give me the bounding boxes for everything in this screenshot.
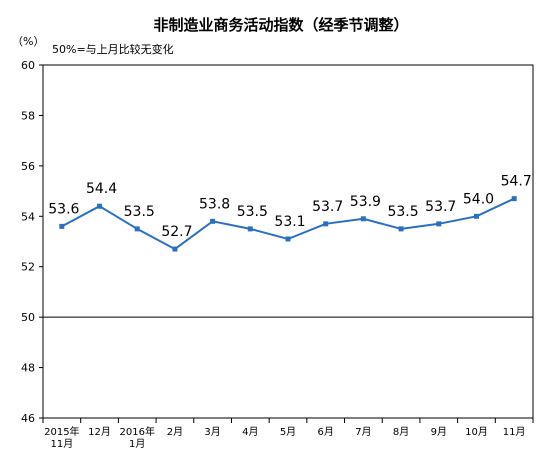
data-label: 53.9 [350,194,381,210]
y-unit-label: （%） [12,35,44,48]
y-tick-label: 48 [21,362,35,375]
y-tick-label: 58 [21,109,35,122]
x-tick-label: 11月 [503,426,526,438]
data-point [360,216,366,222]
y-tick-label: 46 [21,412,35,425]
data-point [511,196,517,202]
data-point [59,223,65,229]
x-tick-label: 11月 [50,438,73,450]
data-label: 53.5 [124,204,155,220]
data-point [172,246,178,252]
data-label: 54.7 [501,174,532,190]
data-label: 52.7 [161,224,192,240]
y-tick-label: 52 [21,261,35,274]
x-tick-label: 4月 [242,426,258,438]
y-tick-label: 54 [21,210,35,223]
data-point [473,213,479,219]
chart-title: 非制造业商务活动指数（经季节调整） [153,16,408,34]
data-label: 53.7 [312,199,343,215]
data-label: 53.8 [199,196,230,212]
data-point [323,221,329,227]
data-point [210,218,216,224]
data-point [436,221,442,227]
data-point [134,226,140,232]
data-label: 54.4 [86,181,117,197]
data-label: 53.1 [274,214,305,230]
data-label: 53.6 [48,201,79,217]
data-point [97,203,103,209]
y-tick-label: 50 [21,311,35,324]
data-point [247,226,253,232]
y-tick-label: 56 [21,160,35,173]
data-point [285,236,291,242]
data-label: 53.7 [425,199,456,215]
x-tick-label: 1月 [129,438,145,450]
data-point [398,226,404,232]
data-label: 53.5 [387,204,418,220]
x-tick-label: 6月 [318,426,334,438]
x-tick-label: 7月 [355,426,371,438]
chart-note: 50%=与上月比较无变化 [52,42,174,56]
data-label: 54.0 [463,191,494,207]
x-tick-label: 2月 [167,426,183,438]
x-tick-label: 2016年 [120,425,155,438]
x-tick-label: 3月 [204,426,220,438]
x-tick-label: 5月 [280,426,296,438]
y-tick-label: 60 [21,59,35,72]
x-tick-label: 8月 [393,426,409,438]
x-tick-label: 2015年 [44,425,79,438]
x-tick-label: 10月 [465,426,488,438]
plot-frame [42,64,534,419]
x-tick-label: 12月 [88,426,111,438]
x-tick-label: 9月 [431,426,447,438]
data-label: 53.5 [237,204,268,220]
